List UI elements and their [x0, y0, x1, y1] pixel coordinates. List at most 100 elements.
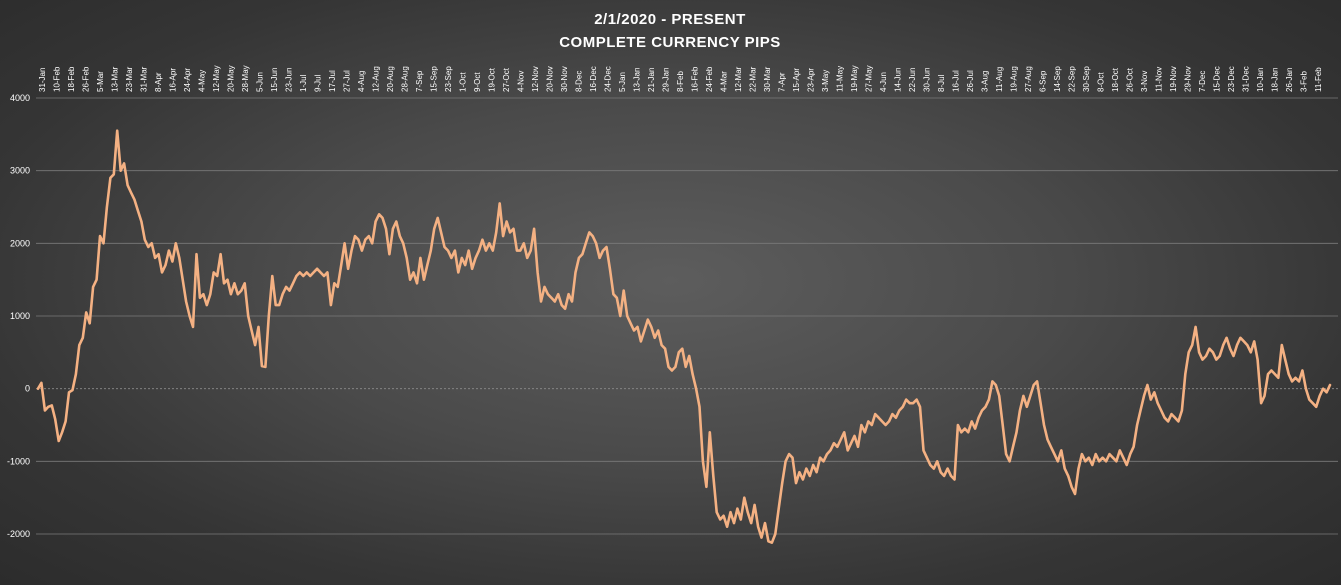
x-tick-label: 23-Sep: [444, 66, 453, 92]
x-tick-label: 27-Aug: [1024, 66, 1033, 92]
x-tick-label: 5-Jan: [618, 72, 627, 92]
x-axis: 31-Jan 10-Feb 18-Feb 26-Feb 5-Mar 13-Mar 23-Ma…: [38, 65, 1323, 92]
x-tick-label: 14-Jun: [894, 68, 903, 92]
x-tick-label: 16-Feb: [691, 66, 700, 92]
x-tick-label: 19-Oct: [488, 67, 497, 92]
x-tick-label: 4-Aug: [357, 71, 366, 92]
x-tick-label: 31-Jan: [38, 68, 47, 92]
x-tick-label: 15-Jun: [270, 68, 279, 92]
x-tick-label: 20-May: [227, 65, 236, 92]
x-tick-label: 18-Oct: [1111, 67, 1120, 92]
x-tick-label: 11-May: [836, 66, 845, 92]
x-tick-label: 4-Nov: [517, 71, 526, 92]
x-tick-label: 19-Nov: [1169, 66, 1178, 92]
x-tick-label: 27-Jul: [343, 70, 352, 92]
y-tick-label: 1000: [10, 311, 30, 321]
x-tick-label: 16-Dec: [589, 66, 598, 92]
x-tick-label: 11-Aug: [995, 67, 1004, 92]
x-tick-label: 17-Jul: [328, 70, 337, 92]
x-tick-label: 29-Nov: [1184, 66, 1193, 92]
x-tick-label: 16-Apr: [169, 68, 178, 92]
x-tick-label: 16-Jul: [952, 70, 961, 92]
x-tick-label: 31-Dec: [1242, 66, 1251, 92]
x-tick-label: 24-Feb: [705, 66, 714, 92]
x-tick-label: 26-Oct: [1126, 67, 1135, 92]
x-tick-label: 7-Apr: [778, 72, 787, 92]
x-tick-label: 6-Sep: [1039, 70, 1048, 92]
x-tick-label: 27-May: [865, 65, 874, 92]
x-tick-label: 3-Nov: [1140, 71, 1149, 92]
x-tick-label: 8-Jul: [937, 74, 946, 92]
x-tick-label: 23-Dec: [1227, 66, 1236, 92]
x-tick-label: 18-Feb: [67, 66, 76, 92]
x-tick-label: 24-Dec: [604, 66, 613, 92]
x-tick-label: 7-Dec: [1198, 71, 1207, 92]
x-tick-label: 30-Sep: [1082, 66, 1091, 92]
y-axis: -2000 -1000 0 1000 2000 3000 4000: [7, 93, 30, 539]
x-tick-label: 23-Apr: [807, 68, 816, 92]
x-tick-label: 12-Mar: [734, 66, 743, 92]
x-tick-label: 30-Jun: [923, 68, 932, 92]
series-layer: [36, 129, 1332, 545]
x-tick-label: 4-Jun: [879, 72, 888, 92]
x-tick-label: 4-Mar: [720, 71, 729, 92]
x-tick-label: 31-Mar: [140, 66, 149, 92]
x-tick-label: 19-May: [850, 65, 859, 92]
x-tick-label: 27-Oct: [502, 67, 511, 92]
x-tick-label: 8-Apr: [154, 72, 163, 92]
y-tick-label: 4000: [10, 93, 30, 103]
x-tick-label: 13-Jan: [633, 68, 642, 92]
x-tick-label: 9-Oct: [473, 72, 482, 92]
x-tick-label: 30-Nov: [560, 66, 569, 92]
x-tick-label: 4-May: [198, 70, 207, 92]
x-tick-label: 28-Aug: [401, 66, 410, 92]
x-tick-label: 20-Nov: [546, 66, 555, 92]
x-tick-label: 11-Nov: [1155, 67, 1164, 92]
x-tick-label: 14-Sep: [1053, 66, 1062, 92]
x-tick-label: 30-Mar: [763, 66, 772, 92]
x-tick-label: 10-Jan: [1256, 68, 1265, 92]
x-tick-label: 15-Sep: [430, 66, 439, 92]
x-tick-label: 26-Jan: [1285, 68, 1294, 92]
y-tick-label: 3000: [10, 166, 30, 176]
x-tick-label: 11-Feb: [1314, 67, 1323, 92]
x-tick-label: 1-Jul: [299, 74, 308, 92]
x-tick-label: 8-Oct: [1097, 72, 1106, 92]
x-tick-label: 23-Jun: [285, 68, 294, 92]
x-tick-label: 12-Aug: [372, 66, 381, 92]
y-tick-label: -1000: [7, 456, 30, 466]
x-tick-label: 28-May: [241, 65, 250, 92]
series-line: [36, 129, 1332, 545]
x-tick-label: 5-Jun: [256, 72, 265, 92]
x-tick-label: 18-Jan: [1271, 68, 1280, 92]
x-tick-label: 12-Nov: [531, 66, 540, 92]
x-tick-label: 3-Aug: [981, 71, 990, 92]
x-tick-label: 19-Aug: [1010, 66, 1019, 92]
x-tick-label: 29-Jan: [662, 68, 671, 92]
x-tick-label: 5-Mar: [96, 71, 105, 92]
x-tick-label: 26-Jul: [966, 70, 975, 92]
gridlines: [36, 97, 1338, 535]
x-tick-label: 26-Feb: [82, 66, 91, 92]
x-tick-label: 9-Jul: [314, 74, 323, 92]
y-tick-label: -2000: [7, 529, 30, 539]
x-tick-label: 1-Oct: [459, 72, 468, 92]
x-tick-label: 8-Feb: [676, 71, 685, 92]
x-tick-label: 22-Jun: [908, 68, 917, 92]
x-tick-label: 15-Dec: [1213, 66, 1222, 92]
x-tick-label: 23-Mar: [125, 66, 134, 92]
x-tick-label: 24-Apr: [183, 68, 192, 92]
chart-title: 2/1/2020 - PRESENT: [594, 11, 746, 28]
x-tick-label: 22-Sep: [1068, 66, 1077, 92]
y-tick-label: 0: [25, 384, 30, 394]
y-tick-label: 2000: [10, 238, 30, 248]
x-tick-label: 3-Feb: [1300, 71, 1309, 92]
x-tick-label: 7-Sep: [415, 70, 424, 92]
x-tick-label: 15-Apr: [792, 68, 801, 92]
x-tick-label: 13-Mar: [111, 66, 120, 92]
x-tick-label: 22-Mar: [749, 66, 758, 92]
x-tick-label: 12-May: [212, 65, 221, 92]
x-tick-label: 10-Feb: [53, 66, 62, 92]
x-tick-label: 8-Dec: [575, 71, 584, 92]
